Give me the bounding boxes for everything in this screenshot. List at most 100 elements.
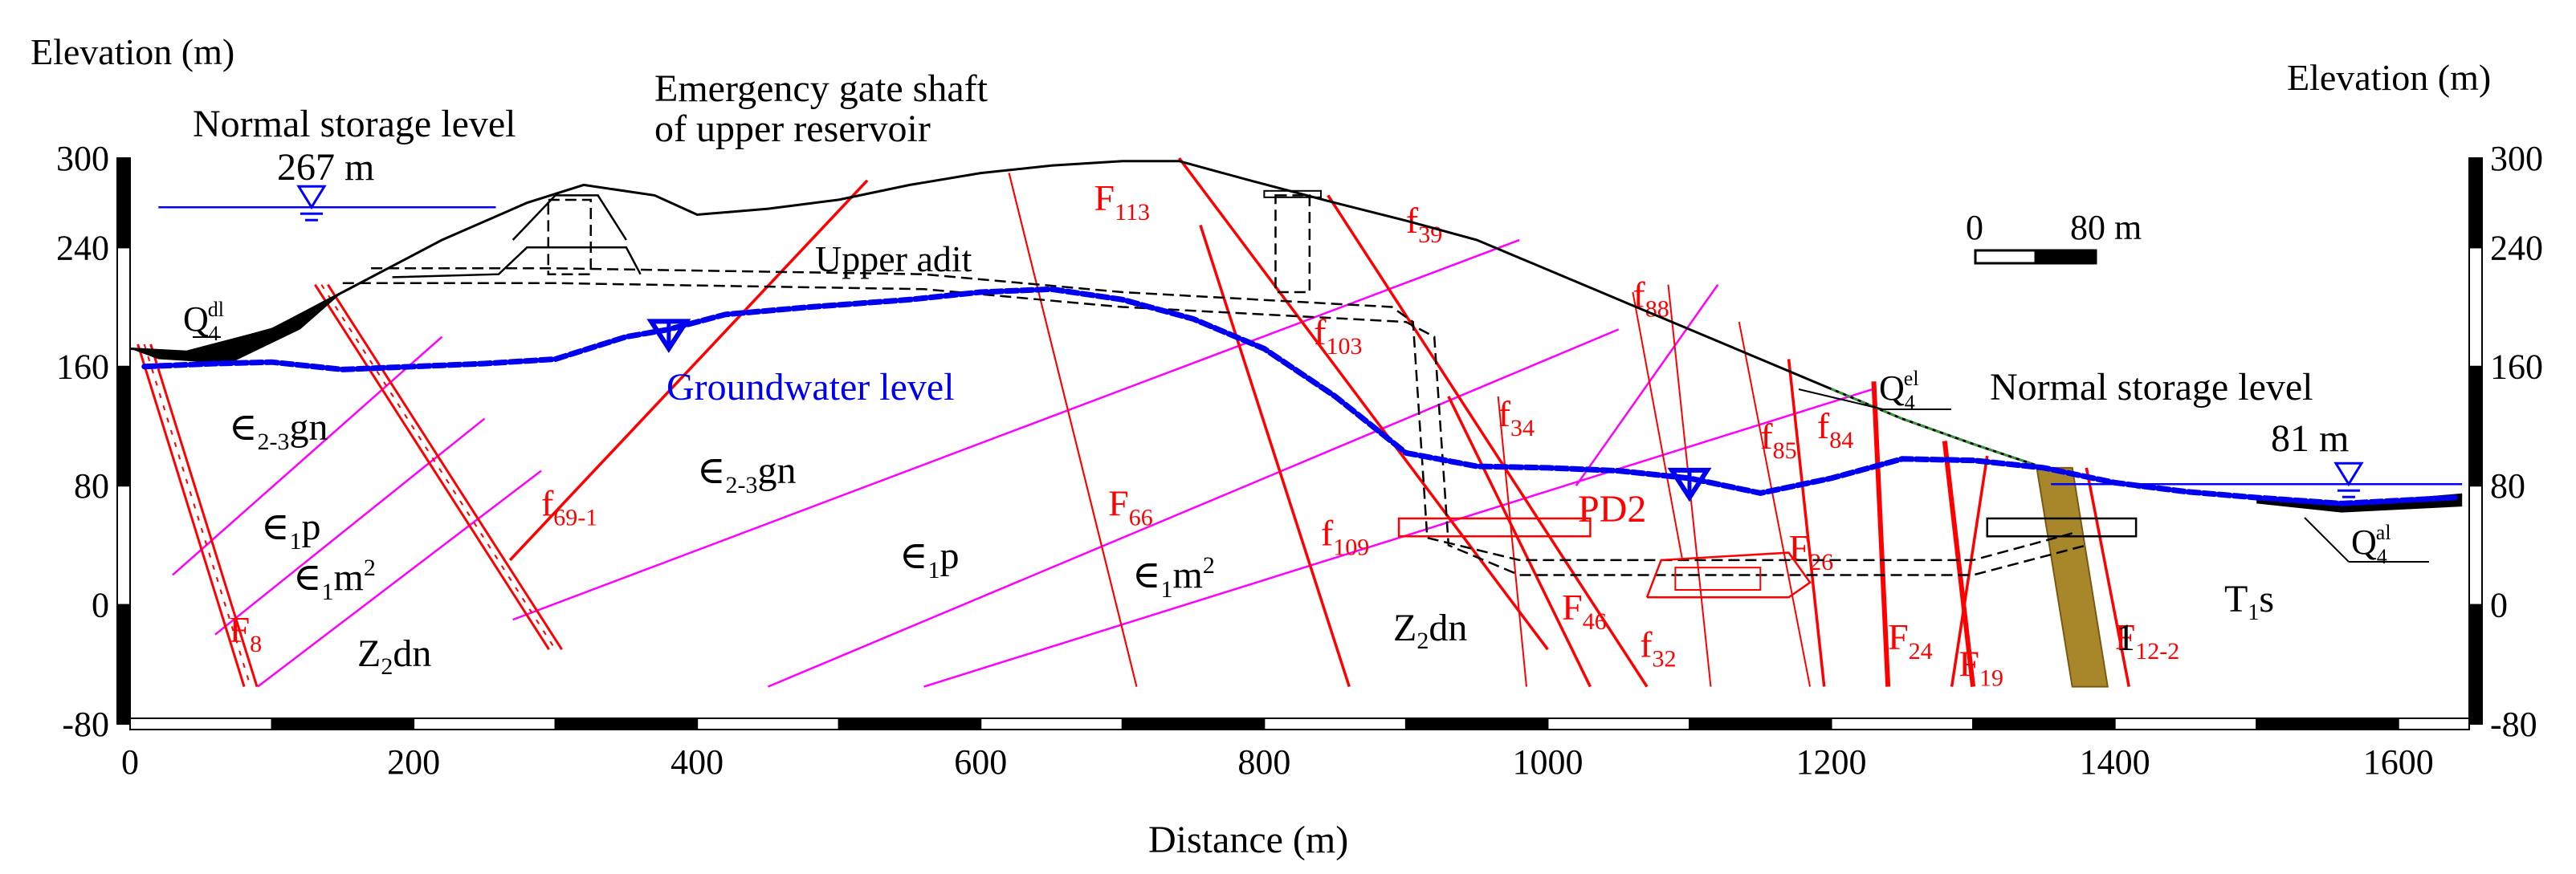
distance-bar-segment [1547, 717, 1691, 730]
scale-bar-white [1974, 249, 2037, 265]
left-elevation-bar-segment [116, 485, 131, 606]
unit-zdn-mid: Z2dn [1393, 607, 1467, 654]
upper-level-title: Normal storage level [193, 103, 516, 145]
x-axis-title: Distance (m) [1148, 819, 1348, 861]
fault-label-F46: F46 [1562, 587, 1607, 635]
contact-1 [172, 335, 443, 576]
distance-bar-segment [554, 717, 699, 730]
x-tick-label: 1400 [2080, 742, 2150, 782]
x-tick-label: 400 [670, 742, 723, 782]
distance-bar-segment [2113, 717, 2258, 730]
distance-bar-segment [838, 717, 982, 730]
unit-zdn-left: Z2dn [357, 632, 431, 680]
groundwater-line [141, 286, 2458, 506]
fault-label-F8: F8 [230, 609, 263, 657]
contact-4 [512, 238, 1520, 621]
contact-6 [923, 388, 1874, 688]
fault-band-200-edge-b [327, 283, 563, 651]
fault-label-F26: F26 [1789, 527, 1834, 575]
unit-gn-mid: ∈2-3gn [697, 449, 797, 498]
distance-bar-segment [2256, 717, 2399, 730]
fault-f109 [1178, 157, 1549, 651]
q4dl-label: Q4dl [183, 298, 224, 345]
powerhouse-outline [1645, 551, 1812, 599]
fault-F12-2 [2085, 467, 2131, 687]
contact-3 [257, 470, 542, 688]
unit-m-left: ∈1m2 [293, 555, 376, 605]
axis-ticks: -80 -80 0 0 80 80 160 160 240 240 300 300 0 200 400 600… [56, 139, 2543, 782]
x-tick-label: 1200 [1796, 742, 1867, 782]
unit-m-mid: ∈1m2 [1132, 552, 1215, 603]
x-tick-label: 1000 [1512, 742, 1583, 782]
x-tick-label: 200 [387, 742, 440, 782]
fault-F26 [1871, 381, 1891, 687]
scale-bar-black [2034, 249, 2097, 265]
unit-gn-left: ∈2-3gn [229, 406, 328, 455]
q4el-label: Q4el [1879, 367, 1919, 414]
vertical-shaft [1274, 194, 1311, 294]
t1s-label: T1s [2224, 578, 2274, 625]
distance-bar-segment [413, 717, 556, 730]
plot-frame [116, 157, 2483, 730]
emergency-gate-label-2: of upper reservoir [654, 108, 931, 150]
q4al-leader-diag [2304, 517, 2350, 563]
fault-label-f34: f34 [1498, 393, 1535, 441]
left-elevation-bar-segment [116, 604, 131, 725]
upper-adit-tunnel-lower [371, 267, 2073, 562]
upper-intake-structure [392, 246, 642, 278]
fault-label-f69-1: f69-1 [541, 482, 597, 530]
y-tick-label-left: 80 [74, 466, 109, 506]
contact-5 [767, 328, 1620, 688]
y-tick-label-left: 300 [56, 139, 109, 178]
y-tick-label-left: 160 [56, 348, 109, 387]
fault-F8-edge-b [149, 344, 259, 688]
y-tick-label-right: 80 [2490, 466, 2525, 506]
fault-label-f84: f84 [1817, 405, 1853, 453]
unit-p-mid: ∈1p [899, 535, 960, 583]
fault-label-F66: F66 [1108, 482, 1153, 530]
y-tick-label-right: 240 [2490, 228, 2543, 267]
scale-zero: 0 [1966, 208, 1983, 247]
groundwater-group [141, 286, 2458, 506]
unit-one-label: 1 [2116, 616, 2135, 659]
fault-zone-band [2036, 466, 2109, 688]
fault-f103 [1199, 224, 1351, 688]
fault-F19 [1950, 455, 1989, 687]
emergency-gate-label-1: Emergency gate shaft [654, 67, 988, 110]
x-tick-label: 0 [121, 742, 139, 782]
y-tick-label-right: 0 [2490, 586, 2508, 625]
scale-bar: 0 80 m [1966, 208, 2142, 265]
right-axis-title: Elevation (m) [2287, 57, 2491, 98]
left-elevation-bar-segment [116, 157, 131, 249]
fault-band-200-edge-a [314, 283, 550, 651]
right-elevation-bar-segment [2468, 157, 2483, 249]
groundwater-label: Groundwater level [666, 366, 955, 409]
left-elevation-bar-segment [116, 365, 131, 487]
unit-p-left: ∈1p [261, 506, 321, 555]
fault-F8-edge-a [137, 344, 246, 688]
contact-7 [1575, 283, 1719, 486]
q4dl-cover [130, 292, 343, 364]
emergency-gate-roof [512, 194, 627, 241]
fault-f69-1 [508, 179, 869, 562]
distance-bar-segment [2397, 717, 2471, 730]
fault-label-F113: F113 [1094, 177, 1150, 226]
distance-bar-segment [271, 717, 415, 730]
distance-bar-segment [1689, 717, 1832, 730]
distance-bar-segment [1263, 717, 1407, 730]
lithology-contacts [172, 238, 1874, 688]
distance-bar-segment [696, 717, 840, 730]
fault-F46 [1447, 396, 1592, 688]
engineering-structures [342, 189, 2138, 599]
x-tick-label: 1600 [2363, 742, 2434, 782]
distance-bar-segment [980, 717, 1123, 730]
q4el-leader-diag [1798, 388, 1884, 410]
fault-label-F24: F24 [1888, 616, 1933, 665]
fault-label-f88: f88 [1632, 274, 1669, 323]
fault-label-f39: f39 [1406, 200, 1442, 248]
upper-adit-label: Upper adit [815, 238, 972, 279]
left-elevation-bar-segment [116, 246, 131, 368]
fault-band-200-fill [320, 284, 556, 650]
lower-level-symbol [2333, 461, 2364, 487]
